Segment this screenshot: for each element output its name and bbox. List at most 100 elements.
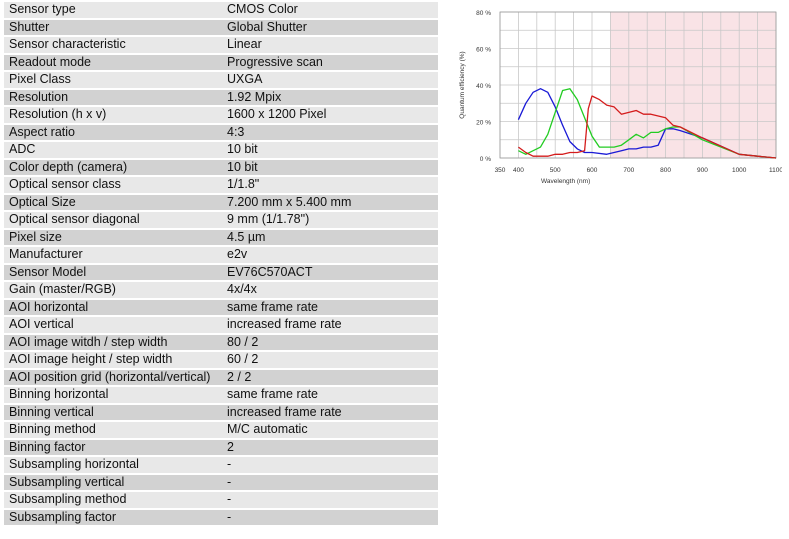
x-tick-label: 700 bbox=[623, 167, 634, 174]
spec-row: Subsampling vertical - bbox=[4, 474, 438, 492]
spec-row: AOI horizontal same frame rate bbox=[4, 299, 438, 317]
spec-value: CMOS Color bbox=[222, 2, 438, 20]
spec-row: AOI image height / step width 60 / 2 bbox=[4, 352, 438, 370]
y-tick-label: 60 % bbox=[476, 47, 491, 54]
x-axis-label: Wavelength (nm) bbox=[541, 178, 590, 185]
spec-label: Resolution (h x v) bbox=[4, 107, 222, 125]
spec-label: Pixel Class bbox=[4, 72, 222, 90]
y-tick-label: 40 % bbox=[476, 83, 491, 90]
spec-row: Sensor type CMOS Color bbox=[4, 2, 438, 20]
spec-value: 9 mm (1/1.78") bbox=[222, 212, 438, 230]
x-tick-label: 500 bbox=[550, 167, 561, 174]
sensor-spec-table: Sensor type CMOS Color Shutter Global Shutt… bbox=[4, 2, 438, 527]
spec-row: Pixel Class UXGA bbox=[4, 72, 438, 90]
spec-value: 80 / 2 bbox=[222, 334, 438, 352]
spec-label: AOI image height / step width bbox=[4, 352, 222, 370]
y-tick-label: 20 % bbox=[476, 120, 491, 127]
spec-row: AOI image witdh / step width 80 / 2 bbox=[4, 334, 438, 352]
spec-value: - bbox=[222, 509, 438, 527]
spec-value: 1600 x 1200 Pixel bbox=[222, 107, 438, 125]
x-tick-label: 800 bbox=[660, 167, 671, 174]
spec-label: Sensor Model bbox=[4, 264, 222, 282]
x-tick-label: 600 bbox=[587, 167, 598, 174]
spec-row: Binning factor 2 bbox=[4, 439, 438, 457]
spec-label: AOI position grid (horizontal/vertical) bbox=[4, 369, 222, 387]
y-tick-label: 0 % bbox=[480, 156, 491, 163]
spec-row: AOI position grid (horizontal/vertical) 2… bbox=[4, 369, 438, 387]
spec-value: EV76C570ACT bbox=[222, 264, 438, 282]
plot-frame bbox=[499, 11, 777, 159]
spec-value: 10 bit bbox=[222, 142, 438, 160]
quantum-efficiency-plot: 0 % 20 % 40 % 60 % 80 % 350 400 500 600 700 800 900… bbox=[459, 10, 782, 185]
spec-value: UXGA bbox=[222, 72, 438, 90]
spec-row: Shutter Global Shutter bbox=[4, 19, 438, 37]
spec-label: Subsampling horizontal bbox=[4, 457, 222, 475]
quantum-efficiency-chart: 0 % 20 % 40 % 60 % 80 % 350 400 500 600 700 800 900… bbox=[452, 2, 782, 197]
spec-label: Binning method bbox=[4, 422, 222, 440]
spec-value: - bbox=[222, 474, 438, 492]
spec-value: e2v bbox=[222, 247, 438, 265]
spec-row: Resolution (h x v) 1600 x 1200 Pixel bbox=[4, 107, 438, 125]
y-tick-label: 80 % bbox=[476, 10, 491, 17]
spec-value: 2 bbox=[222, 439, 438, 457]
series-line bbox=[518, 95, 777, 159]
spec-value: - bbox=[222, 457, 438, 475]
spec-label: Readout mode bbox=[4, 54, 222, 72]
spec-label: Color depth (camera) bbox=[4, 159, 222, 177]
spec-label: Optical sensor diagonal bbox=[4, 212, 222, 230]
spec-row: Manufacturer e2v bbox=[4, 247, 438, 265]
spec-row: Optical Size 7.200 mm x 5.400 mm bbox=[4, 194, 438, 212]
series-line bbox=[517, 88, 777, 159]
x-tick-label: 1100 bbox=[769, 167, 782, 174]
spec-label: Binning factor bbox=[4, 439, 222, 457]
spec-label: AOI horizontal bbox=[4, 299, 222, 317]
spec-value: M/C automatic bbox=[222, 422, 438, 440]
spec-row: AOI vertical increased frame rate bbox=[4, 317, 438, 335]
spec-label: Aspect ratio bbox=[4, 124, 222, 142]
spec-row: Readout mode Progressive scan bbox=[4, 54, 438, 72]
spec-label: Binning horizontal bbox=[4, 387, 222, 405]
x-tick-label: 1000 bbox=[732, 167, 747, 174]
spec-row: Sensor characteristic Linear bbox=[4, 37, 438, 55]
spec-value: 4:3 bbox=[222, 124, 438, 142]
spec-label: Binning vertical bbox=[4, 404, 222, 422]
spec-value: 7.200 mm x 5.400 mm bbox=[222, 194, 438, 212]
x-tick-label: 350 bbox=[495, 167, 506, 174]
spec-label: Manufacturer bbox=[4, 247, 222, 265]
spec-row: ADC 10 bit bbox=[4, 142, 438, 160]
spec-row: Gain (master/RGB) 4x/4x bbox=[4, 282, 438, 300]
spec-value: Global Shutter bbox=[222, 19, 438, 37]
spec-value: 4x/4x bbox=[222, 282, 438, 300]
spec-label: Sensor type bbox=[4, 2, 222, 20]
spec-label: Optical Size bbox=[4, 194, 222, 212]
spec-value: same frame rate bbox=[222, 299, 438, 317]
spec-value: increased frame rate bbox=[222, 404, 438, 422]
spec-row: Pixel size 4.5 µm bbox=[4, 229, 438, 247]
spec-value: increased frame rate bbox=[222, 317, 438, 335]
spec-label: Pixel size bbox=[4, 229, 222, 247]
spec-value: 10 bit bbox=[222, 159, 438, 177]
spec-label: Subsampling factor bbox=[4, 509, 222, 527]
spec-value: 1/1.8" bbox=[222, 177, 438, 195]
spec-label: Sensor characteristic bbox=[4, 37, 222, 55]
spec-value: 4.5 µm bbox=[222, 229, 438, 247]
spec-label: Subsampling vertical bbox=[4, 474, 222, 492]
spec-row: Color depth (camera) 10 bit bbox=[4, 159, 438, 177]
spec-value: Progressive scan bbox=[222, 54, 438, 72]
spec-label: Subsampling method bbox=[4, 492, 222, 510]
spec-row: Subsampling horizontal - bbox=[4, 457, 438, 475]
spec-row: Subsampling factor - bbox=[4, 509, 438, 527]
spec-value: Linear bbox=[222, 37, 438, 55]
spec-label: AOI vertical bbox=[4, 317, 222, 335]
spec-row: Binning vertical increased frame rate bbox=[4, 404, 438, 422]
spec-value: - bbox=[222, 492, 438, 510]
spec-value: same frame rate bbox=[222, 387, 438, 405]
spec-value: 2 / 2 bbox=[222, 369, 438, 387]
spec-value: 60 / 2 bbox=[222, 352, 438, 370]
spec-value: 1.92 Mpix bbox=[222, 89, 438, 107]
spec-label: AOI image witdh / step width bbox=[4, 334, 222, 352]
spec-label: Shutter bbox=[4, 19, 222, 37]
spec-row: Sensor Model EV76C570ACT bbox=[4, 264, 438, 282]
spec-row: Binning horizontal same frame rate bbox=[4, 387, 438, 405]
spec-row: Resolution 1.92 Mpix bbox=[4, 89, 438, 107]
